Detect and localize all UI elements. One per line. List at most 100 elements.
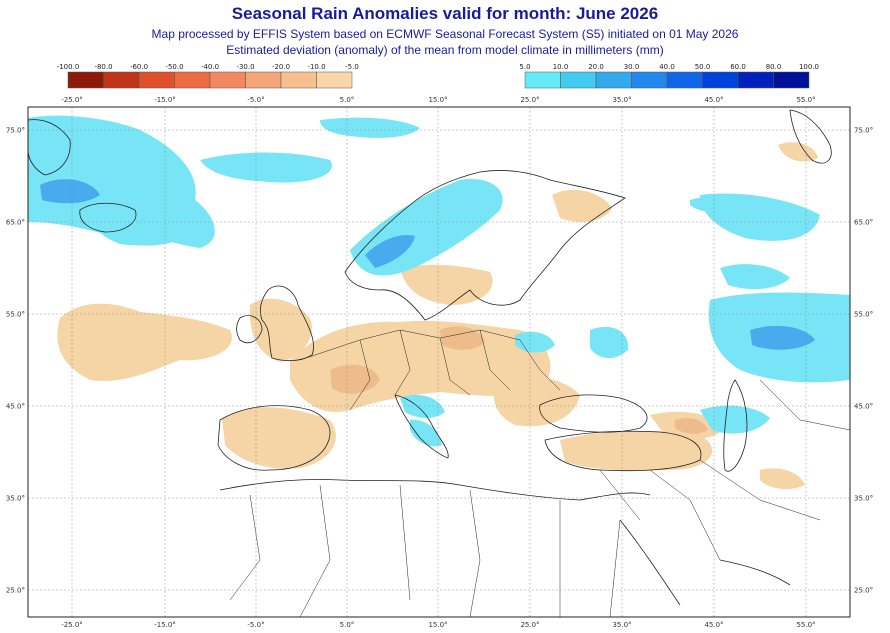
lon-label-top: -25.0° xyxy=(61,96,83,104)
wet-area-russia-north xyxy=(700,193,820,241)
dry-area-northeast xyxy=(778,142,818,162)
legend-negative-swatch xyxy=(316,71,353,89)
legend-positive-label: 10.0 xyxy=(553,63,569,71)
border-lines-asia xyxy=(599,379,850,561)
map-area: -25.0° -25.0° -15.0° -15.0° -5.0° -5.0° 5.0° 5.… xyxy=(6,96,873,629)
coast-caspian xyxy=(723,379,748,472)
legend-positive-swatch xyxy=(737,71,774,89)
dry-area-scandinavia-east xyxy=(400,264,493,305)
lat-label-left: 55.0° xyxy=(6,311,25,319)
coast-persian-gulf xyxy=(719,559,791,586)
legend-negative: -100.0 -80.0 -60.0 -50.0 -40.0 -30.0 -20.0 -10.… xyxy=(57,63,359,89)
legend-positive-label: 40.0 xyxy=(659,63,675,71)
axis-labels: -25.0° -25.0° -15.0° -15.0° -5.0° -5.0° 5.0° 5.… xyxy=(6,96,873,629)
lat-label-right: 65.0° xyxy=(854,219,873,227)
wet-area-barents xyxy=(320,117,420,138)
lon-label-top: 25.0° xyxy=(520,96,539,104)
wet-area-kola xyxy=(690,197,725,212)
legend-positive-label: 100.0 xyxy=(799,63,819,71)
lon-label-top: 5.0° xyxy=(340,96,355,104)
graticule xyxy=(28,107,850,617)
lon-label-bottom: -25.0° xyxy=(61,621,83,629)
borders xyxy=(229,329,850,617)
coast-novaya-zemlya xyxy=(789,109,832,164)
legend-positive-label: 20.0 xyxy=(588,63,604,71)
legend-positive: 5.0 10.0 20.0 30.0 40.0 50.0 60.0 80.0 100.0 xyxy=(519,63,819,89)
legend-negative-label: -50.0 xyxy=(165,63,183,71)
coast-black-sea xyxy=(539,394,648,433)
lat-label-right: 25.0° xyxy=(854,587,873,595)
dry-area-uk-ireland xyxy=(249,298,312,362)
legend-positive-swatch xyxy=(560,71,597,89)
map-title: Seasonal Rain Anomalies valid for month:… xyxy=(231,4,659,23)
lon-label-top: 55.0° xyxy=(796,96,815,104)
legend-negative-label: -60.0 xyxy=(130,63,148,71)
legend-negative-swatch xyxy=(174,71,211,89)
lon-label-top: -5.0° xyxy=(247,96,264,104)
lon-label-bottom: 55.0° xyxy=(796,621,815,629)
wet-anomaly-strong-areas xyxy=(40,179,815,350)
lat-label-right: 55.0° xyxy=(854,311,873,319)
legend-positive-swatch xyxy=(666,71,703,89)
lat-label-right: 35.0° xyxy=(854,495,873,503)
wet-area-norwegian-sea xyxy=(200,152,332,183)
legend-negative-label: -5.0 xyxy=(345,63,359,71)
border-lines-africa xyxy=(229,484,621,617)
lat-label-left: 65.0° xyxy=(6,219,25,227)
coastlines xyxy=(28,109,832,606)
legend-positive-swatch xyxy=(631,71,668,89)
wet-strong-russia xyxy=(750,325,815,350)
legend-positive-label: 50.0 xyxy=(695,63,711,71)
legend-negative-swatch xyxy=(209,71,246,89)
wet-area-tyrrhenian xyxy=(410,419,442,447)
coast-ireland xyxy=(236,315,263,344)
map-subtitle-source: Map processed by EFFIS System based on E… xyxy=(151,27,739,41)
lon-label-bottom: 5.0° xyxy=(340,621,355,629)
lon-label-top: 45.0° xyxy=(704,96,723,104)
legend-positive-swatch xyxy=(595,71,632,89)
wet-strong-norway xyxy=(365,234,415,268)
legend-negative-swatch xyxy=(138,71,175,89)
lon-label-bottom: 35.0° xyxy=(612,621,631,629)
legend-positive-label: 80.0 xyxy=(766,63,782,71)
coast-italy xyxy=(394,394,449,459)
map-frame xyxy=(27,106,851,618)
coast-scandinavia xyxy=(344,170,626,321)
lat-label-left: 45.0° xyxy=(6,403,25,411)
coast-britain xyxy=(260,285,314,362)
legend-positive-swatch xyxy=(773,71,810,89)
lon-label-bottom: 15.0° xyxy=(428,621,447,629)
dry-area-atlantic xyxy=(57,303,232,382)
legend-positive-label: 30.0 xyxy=(624,63,640,71)
legend-negative-label: -30.0 xyxy=(236,63,254,71)
lon-label-bottom: 25.0° xyxy=(520,621,539,629)
lon-label-top: -15.0° xyxy=(154,96,176,104)
legend-negative-label: -80.0 xyxy=(94,63,112,71)
dry-anomaly-areas xyxy=(57,142,818,490)
coast-greenland xyxy=(28,119,71,176)
dry-strong-france xyxy=(330,364,380,394)
wet-area-caucasus xyxy=(700,405,770,434)
wet-area-north-atlantic xyxy=(28,115,215,248)
legend-positive-swatch xyxy=(524,71,561,89)
lat-label-left: 25.0° xyxy=(6,587,25,595)
coast-iceland xyxy=(79,202,137,233)
lon-label-top: 15.0° xyxy=(428,96,447,104)
wet-area-russia-central xyxy=(720,264,790,290)
legend-positive-label: 5.0 xyxy=(519,63,530,71)
coast-red-sea xyxy=(619,519,681,606)
legend-negative-label: -100.0 xyxy=(57,63,80,71)
lon-label-bottom: 45.0° xyxy=(704,621,723,629)
dry-area-caspian-south xyxy=(760,468,805,490)
dry-anomaly-strong-areas xyxy=(330,326,708,434)
legend-negative-label: -40.0 xyxy=(201,63,219,71)
map-subtitle-description: Estimated deviation (anomaly) of the mea… xyxy=(226,43,664,57)
legend-negative-label: -20.0 xyxy=(272,63,290,71)
legend-negative-swatch xyxy=(245,71,282,89)
lon-label-top: 35.0° xyxy=(612,96,631,104)
dry-area-finland xyxy=(552,189,612,223)
lat-label-right: 75.0° xyxy=(854,127,873,135)
wet-area-italy-adriatic xyxy=(400,394,445,418)
lat-label-left: 35.0° xyxy=(6,495,25,503)
